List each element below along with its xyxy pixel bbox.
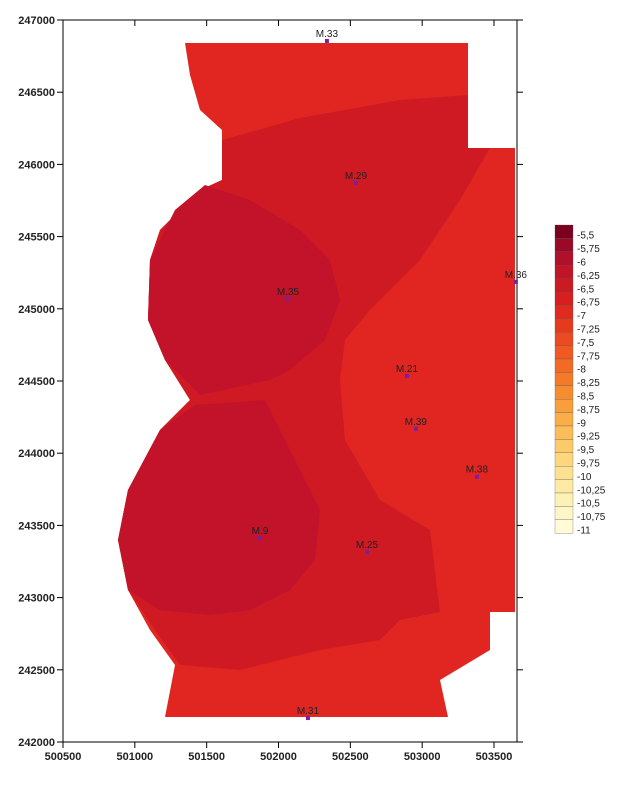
x-tick-label: 503500 (476, 751, 513, 763)
colorbar-label: -9,25 (577, 432, 600, 443)
colorbar-swatch (554, 479, 574, 494)
colorbar-swatch (554, 278, 574, 293)
y-tick-label: 244000 (18, 448, 55, 460)
y-tick-label: 244500 (18, 376, 55, 388)
colorbar-label: -10,75 (577, 512, 606, 523)
colorbar-swatch (554, 224, 574, 239)
colorbar-label: -7,25 (577, 325, 600, 336)
colorbar-swatch (554, 439, 574, 453)
well-label: M.36 (505, 270, 528, 281)
colorbar-swatch (554, 238, 574, 252)
colorbar-label: -8 (577, 365, 586, 376)
colorbar-label: -6,75 (577, 298, 600, 309)
colorbar-swatch (554, 372, 574, 386)
colorbar-label: -10 (577, 472, 592, 483)
x-tick-label: 500500 (45, 751, 82, 763)
colorbar-swatch (554, 291, 574, 306)
colorbar-label: -11 (577, 526, 591, 537)
contour-regions (118, 43, 515, 717)
colorbar-label: -7,75 (577, 351, 600, 362)
colorbar-label: -6,25 (577, 271, 600, 282)
colorbar-label: -8,75 (577, 405, 600, 416)
contour-region (118, 400, 320, 615)
x-tick-label: 501000 (116, 751, 153, 763)
well-label: M.21 (396, 364, 419, 375)
colorbar-label: -7 (577, 311, 586, 322)
well-point (365, 549, 370, 554)
y-tick-label: 246500 (18, 87, 55, 99)
colorbar-label: -6 (577, 258, 586, 269)
colorbar-label: -10,5 (577, 499, 600, 510)
colorbar-label: -9,75 (577, 459, 600, 470)
x-tick-label: 501500 (188, 751, 225, 763)
colorbar-swatch (554, 466, 574, 480)
y-tick-label: 243500 (18, 520, 55, 532)
colorbar-swatch (554, 425, 574, 440)
colorbar-swatch (554, 318, 574, 333)
colorbar-swatch (554, 519, 574, 534)
colorbar-label: -7,5 (577, 338, 595, 349)
well-label: M.31 (297, 706, 320, 717)
well-point (474, 474, 479, 479)
y-tick-label: 243000 (18, 593, 55, 605)
colorbar-label: -8,25 (577, 378, 600, 389)
colorbar-swatch (554, 358, 574, 373)
colorbar-label: -8,5 (577, 392, 595, 403)
well-point (257, 535, 262, 540)
well-point (305, 716, 310, 721)
well-point (404, 373, 409, 378)
well-label: M.39 (405, 417, 428, 428)
contour-region (148, 185, 340, 395)
colorbar-label: -9,5 (577, 445, 595, 456)
y-tick-label: 246000 (18, 159, 55, 171)
colorbar-label: -5,5 (577, 231, 595, 242)
well-point (324, 38, 329, 43)
y-tick-label: 242000 (18, 737, 55, 749)
colorbar-label: -5,75 (577, 244, 600, 255)
colorbar-swatch (554, 251, 574, 266)
well-point (353, 181, 358, 186)
well-label: M.29 (345, 171, 368, 182)
well-point (285, 296, 290, 301)
colorbar-label: -6,5 (577, 284, 595, 295)
colorbar-label: -9 (577, 418, 586, 429)
well-label: M.33 (316, 29, 339, 40)
well-point (513, 279, 518, 284)
well-label: M.35 (277, 287, 300, 298)
colorbar-swatch (554, 385, 574, 400)
x-tick-label: 502500 (332, 751, 369, 763)
colorbar-swatch (554, 332, 574, 346)
x-tick-label: 502000 (260, 751, 297, 763)
y-tick-label: 245500 (18, 232, 55, 244)
colorbar-swatch (554, 452, 574, 467)
colorbar-swatch (554, 305, 574, 319)
y-tick-label: 247000 (18, 15, 55, 27)
y-tick-label: 242500 (18, 665, 55, 677)
colorbar-label: -10,25 (577, 485, 606, 496)
well-label: M.9 (252, 526, 269, 537)
y-tick-label: 245000 (18, 304, 55, 316)
colorbar-swatch (554, 412, 574, 427)
colorbar-swatch (554, 345, 574, 360)
well-label: M.38 (466, 465, 489, 476)
colorbar-swatch (554, 506, 574, 520)
colorbar-swatch (554, 492, 574, 507)
colorbar-swatch (554, 399, 574, 413)
colorbar-swatch (554, 265, 574, 279)
x-tick-label: 503000 (404, 751, 441, 763)
well-point (413, 426, 418, 431)
well-label: M.25 (356, 540, 379, 551)
